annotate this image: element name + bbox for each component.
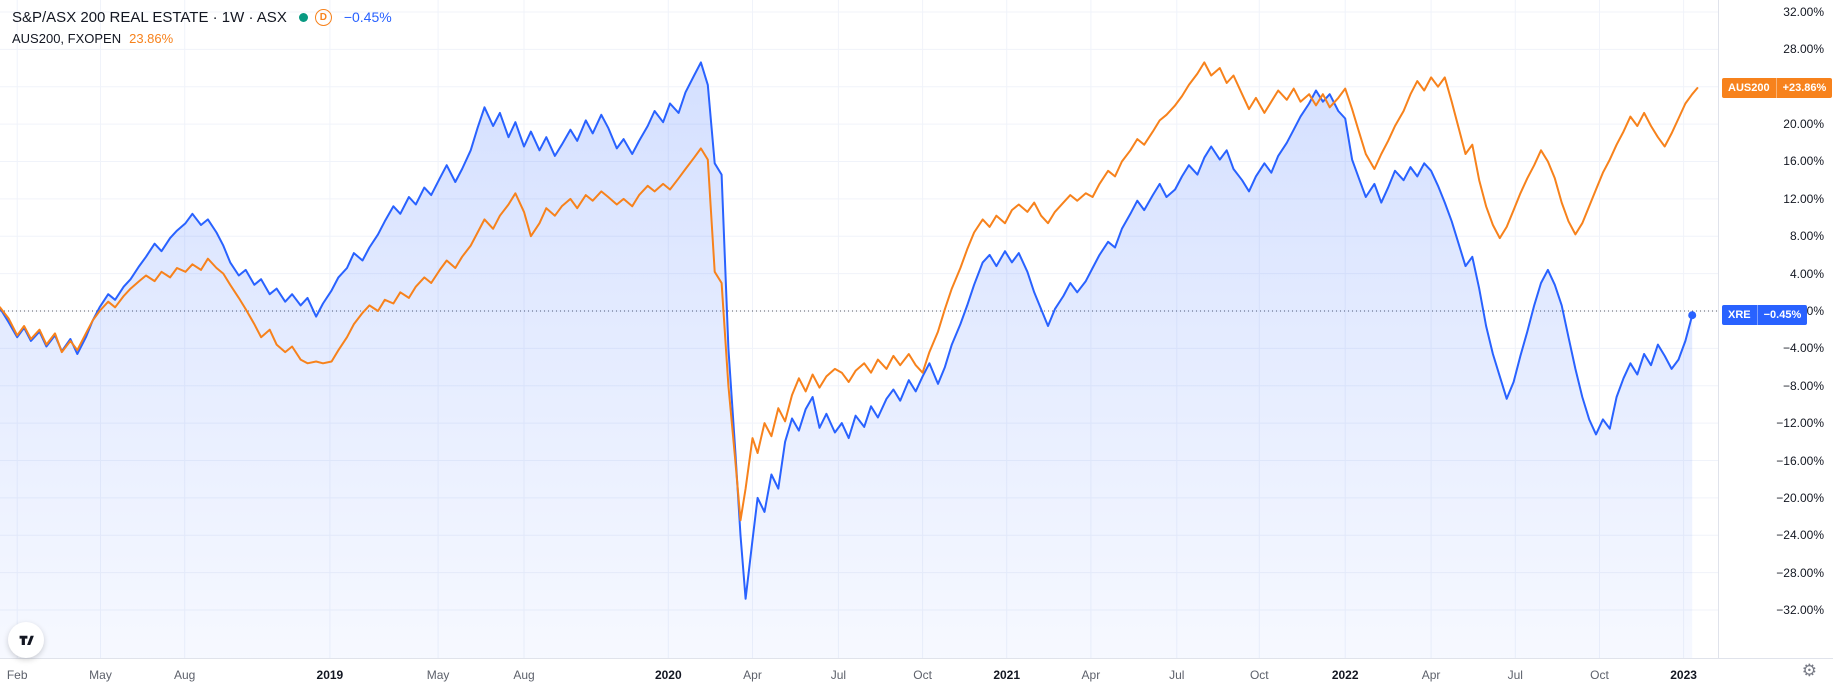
time-tick: Aug	[513, 668, 535, 682]
time-tick: Feb	[6, 668, 28, 682]
price-tick: 4.00%	[1789, 266, 1824, 281]
price-tick: −28.00%	[1776, 565, 1824, 580]
time-tick: May	[426, 668, 450, 682]
aus200-price-label-symbol: AUS200	[1728, 82, 1770, 95]
time-tick: Aug	[174, 668, 196, 682]
time-tick: 2022	[1331, 668, 1359, 682]
aus200-price-label: AUS200 +23.86%	[1722, 78, 1833, 99]
symbol-title[interactable]: S&P/ASX 200 REAL ESTATE · 1W · ASX	[12, 8, 287, 26]
time-tick: Apr	[743, 668, 762, 682]
price-tick: −32.00%	[1776, 603, 1824, 618]
xre-series-line	[0, 61, 1694, 600]
market-status-icon	[298, 12, 308, 22]
plot-area[interactable]: S&P/ASX 200 REAL ESTATE · 1W · ASX D −0.…	[0, 0, 1718, 658]
legend-main-row: S&P/ASX 200 REAL ESTATE · 1W · ASX D −0.…	[12, 6, 392, 28]
legend: S&P/ASX 200 REAL ESTATE · 1W · ASX D −0.…	[12, 6, 392, 46]
compare-change: 23.86%	[129, 31, 174, 46]
price-tick: 32.00%	[1783, 4, 1824, 19]
price-tick: −16.00%	[1776, 453, 1824, 468]
tradingview-logo-icon	[19, 635, 34, 645]
price-tick: 28.00%	[1783, 42, 1824, 57]
time-tick: 2019	[316, 668, 344, 682]
delayed-data-icon[interactable]: D	[314, 8, 332, 26]
legend-compare-row: AUS200, FXOPEN 23.86%	[12, 31, 392, 46]
time-tick: Jul	[1507, 668, 1523, 682]
xre-area-fill	[0, 62, 1693, 658]
price-tick: 12.00%	[1783, 191, 1824, 206]
price-tick: −4.00%	[1782, 341, 1824, 356]
time-tick: 2023	[1670, 668, 1697, 682]
settings-gear-icon[interactable]: ⚙	[1801, 661, 1817, 680]
xre-price-label-value: −0.45%	[1756, 305, 1808, 326]
time-tick: 2020	[654, 668, 682, 682]
price-tick: −12.00%	[1776, 416, 1824, 431]
aus200-price-label-value: +23.86%	[1775, 78, 1833, 99]
time-tick: Oct	[913, 668, 932, 682]
time-tick: Oct	[1590, 668, 1609, 682]
price-tick: −20.00%	[1776, 490, 1824, 505]
compare-symbol[interactable]: AUS200, FXOPEN	[12, 31, 122, 46]
price-axis[interactable]: 32.00%28.00%24.00%20.00%16.00%12.00%8.00…	[1718, 0, 1833, 658]
xre-price-label: XRE −0.45%	[1722, 305, 1808, 326]
time-tick: Apr	[1421, 668, 1441, 682]
tradingview-logo[interactable]	[8, 622, 44, 658]
aus200-series-line	[0, 61, 1699, 522]
time-tick: Oct	[1249, 668, 1269, 682]
price-tick: 20.00%	[1783, 117, 1824, 132]
time-tick: Jul	[1169, 668, 1185, 682]
time-axis[interactable]: Feb May Aug 2019 May Aug 2020 Apr Jul Oct 2021 Apr J…	[0, 658, 1833, 690]
symbol-change: −0.45%	[343, 9, 392, 25]
time-tick: Apr	[1081, 668, 1101, 682]
time-tick: Jul	[830, 668, 847, 682]
time-tick: May	[89, 668, 112, 682]
price-tick: 8.00%	[1789, 229, 1824, 244]
chart-svg[interactable]	[0, 0, 1718, 658]
time-tick: 2021	[993, 668, 1021, 682]
xre-price-label-symbol: XRE	[1728, 309, 1751, 322]
price-tick: 16.00%	[1783, 154, 1824, 169]
price-tick: −24.00%	[1776, 528, 1824, 543]
xre-last-price-marker	[1688, 311, 1697, 320]
price-tick: −8.00%	[1782, 378, 1824, 393]
